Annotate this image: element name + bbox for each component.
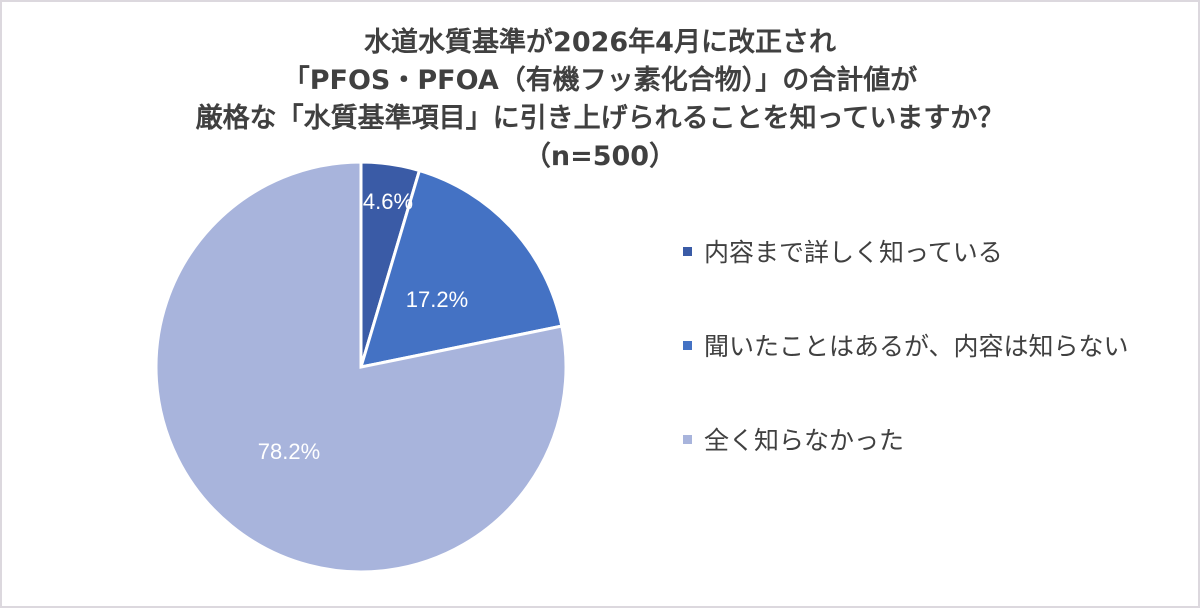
legend-item-unaware: 全く知らなかった — [683, 420, 1129, 458]
legend-label: 全く知らなかった — [704, 426, 905, 455]
title-sample-size: （n=500） — [523, 141, 677, 172]
slice-label-0: 4.6% — [363, 189, 413, 214]
legend-label: 聞いたことはあるが、内容は知らない — [704, 332, 1129, 361]
pie-slice-2 — [154, 160, 568, 574]
slice-label-2: 78.2% — [258, 439, 320, 464]
title-line-3: 厳格な「水質基準項目」に引き上げられることを知っていますか？ — [195, 103, 1005, 134]
legend-item-heard: 聞いたことはあるが、内容は知らない — [683, 326, 1129, 364]
legend-label: 内容まで詳しく知っている — [704, 238, 1003, 267]
legend-swatch-icon — [683, 246, 692, 256]
chart-legend: 内容まで詳しく知っている 聞いたことはあるが、内容は知らない 全く知らなかった — [683, 232, 1129, 514]
title-line-2: 「PFOS・PFOA（有機フッ素化合物）」の合計値が — [282, 65, 918, 96]
legend-item-detailed: 内容まで詳しく知っている — [683, 232, 1129, 270]
slice-label-1: 17.2% — [406, 287, 468, 312]
title-line-1: 水道水質基準が2026年4月に改正され — [364, 27, 836, 58]
pie-slice-1 — [358, 168, 564, 369]
legend-swatch-icon — [683, 340, 692, 350]
legend-swatch-icon — [683, 434, 692, 444]
pie-slices — [154, 160, 568, 574]
chart-title: 水道水質基準が2026年4月に改正され 「PFOS・PFOA（有機フッ素化合物）… — [0, 24, 1200, 176]
